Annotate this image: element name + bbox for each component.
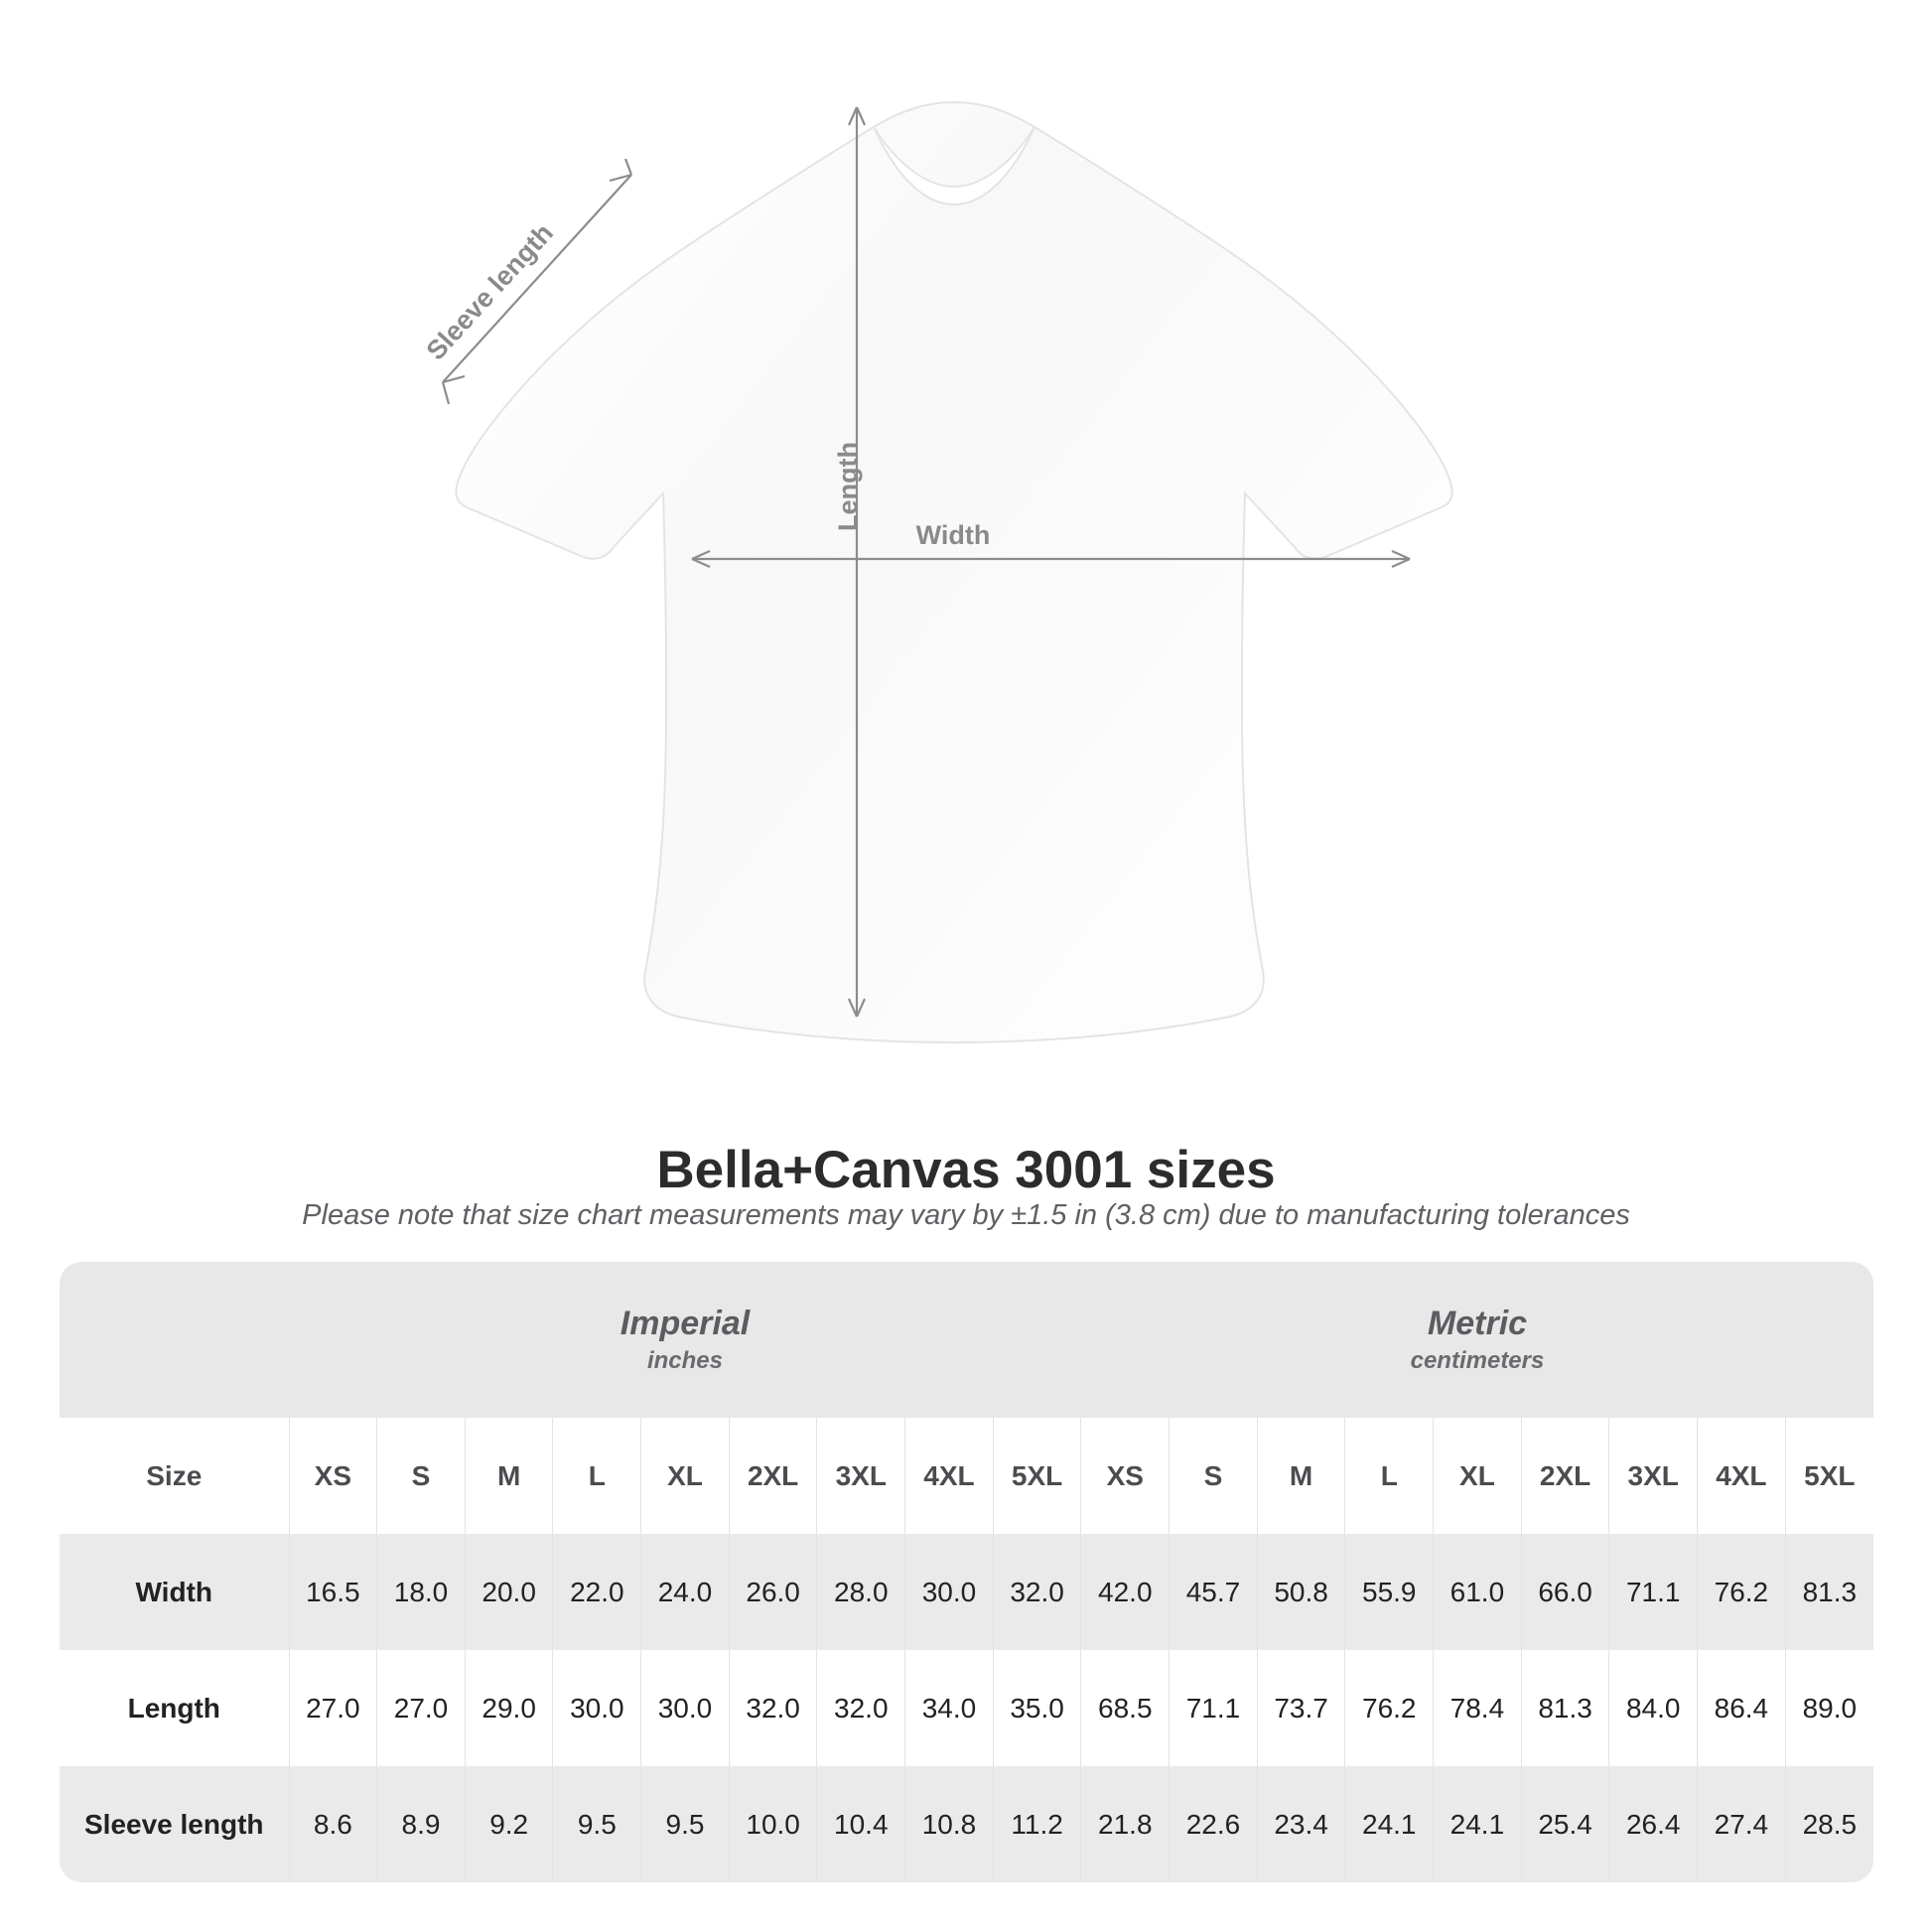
svg-text:Width: Width: [916, 520, 991, 550]
svg-text:Length: Length: [833, 442, 863, 531]
svg-text:Sleeve length: Sleeve length: [421, 217, 559, 365]
